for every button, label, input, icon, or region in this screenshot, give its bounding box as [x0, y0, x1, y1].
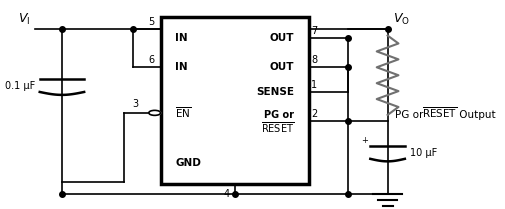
- Text: $V_{\mathsf{O}}$: $V_{\mathsf{O}}$: [392, 12, 409, 27]
- Text: $V_{\mathsf{I}}$: $V_{\mathsf{I}}$: [18, 12, 30, 27]
- Text: +: +: [360, 136, 367, 145]
- Text: 5: 5: [148, 17, 155, 27]
- Text: $\overline{\mathsf{RESET}}$: $\overline{\mathsf{RESET}}$: [260, 120, 293, 135]
- Text: PG or: PG or: [263, 110, 293, 120]
- Text: 2: 2: [311, 109, 317, 119]
- Text: OUT: OUT: [269, 33, 293, 43]
- Text: 1: 1: [311, 80, 317, 90]
- Text: 3: 3: [132, 99, 138, 109]
- Text: $\overline{\mathsf{EN}}$: $\overline{\mathsf{EN}}$: [175, 106, 191, 120]
- Circle shape: [148, 110, 160, 115]
- Text: 6: 6: [148, 55, 155, 65]
- Text: 7: 7: [311, 25, 317, 36]
- Text: GND: GND: [175, 158, 201, 168]
- Text: SENSE: SENSE: [256, 87, 293, 97]
- Bar: [160, 17, 308, 184]
- Text: OUT: OUT: [269, 62, 293, 72]
- Text: IN: IN: [175, 33, 188, 43]
- Text: IN: IN: [175, 62, 188, 72]
- Text: 4: 4: [223, 189, 229, 199]
- Text: $\overline{\mathsf{RESET}}$: $\overline{\mathsf{RESET}}$: [421, 106, 457, 120]
- Text: 10 μF: 10 μF: [409, 148, 436, 158]
- Text: Output: Output: [455, 110, 494, 120]
- Text: PG or: PG or: [394, 110, 426, 120]
- Text: 0.1 μF: 0.1 μF: [5, 81, 35, 91]
- Text: 8: 8: [311, 55, 317, 65]
